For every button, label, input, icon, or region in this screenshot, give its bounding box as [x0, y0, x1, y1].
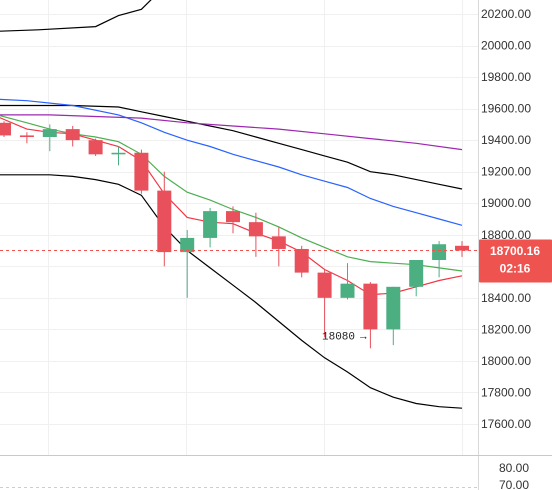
candle-body — [88, 140, 103, 155]
price-tick-label: 17600.00 — [481, 417, 531, 431]
indicator-line — [0, 114, 463, 151]
indicator-line — [0, 98, 463, 226]
candle-body — [340, 283, 355, 298]
price-tick-label: 18200.00 — [481, 322, 531, 336]
candle-body — [19, 135, 34, 137]
candle-body — [42, 129, 57, 137]
last-price-value: 18700.16 — [490, 244, 540, 258]
arrow-right-icon: → — [360, 331, 367, 343]
candle-body — [157, 190, 172, 253]
candle-body — [363, 283, 378, 330]
candle-body — [226, 211, 240, 223]
candle-body — [317, 272, 332, 298]
indicator-lines — [0, 0, 463, 409]
candle-body — [432, 244, 447, 260]
price-tick-label: 19400.00 — [481, 133, 531, 147]
price-tick-label: 18000.00 — [481, 354, 531, 368]
low-annotation: 18080 → — [322, 331, 367, 343]
candle-body — [294, 248, 309, 273]
price-tick-label: 18800.00 — [481, 228, 531, 242]
candle-body — [134, 152, 149, 191]
low-annotation-value: 18080 — [322, 331, 355, 343]
price-tick-label: 19600.00 — [481, 102, 531, 116]
indicator-line — [0, 174, 463, 409]
indicator-tick-label: 80.00 — [499, 461, 529, 475]
indicator-axis[interactable]: 80.00 70.00 — [0, 461, 529, 490]
price-tick-label: 19800.00 — [481, 70, 531, 84]
price-tick-label: 20200.00 — [481, 7, 531, 21]
price-tick-label: 17800.00 — [481, 385, 531, 399]
indicator-tick-label: 70.00 — [499, 478, 529, 490]
price-tick-label: 18400.00 — [481, 291, 531, 305]
candle-body — [455, 245, 469, 251]
price-tick-label: 19200.00 — [481, 165, 531, 179]
indicator-line — [0, 104, 463, 190]
candle-body — [409, 260, 424, 287]
price-tick-label: 19000.00 — [481, 196, 531, 210]
candle-body — [65, 129, 80, 141]
candle-body — [271, 236, 286, 249]
candles — [0, 121, 469, 349]
candle-body — [180, 237, 195, 253]
candle-body — [203, 211, 218, 238]
indicator-line — [0, 0, 152, 32]
price-axis[interactable]: 20200.00 20000.00 19800.00 19600.00 19400.00… — [481, 7, 531, 431]
candle-body — [248, 222, 263, 237]
grid-lines — [0, 0, 478, 455]
price-tick-label: 20000.00 — [481, 39, 531, 53]
last-price-label: 18700.16 02:16 — [479, 239, 552, 283]
candle-body — [111, 152, 126, 155]
candle-countdown: 02:16 — [500, 262, 531, 276]
candle-body — [0, 122, 11, 136]
candle-body — [386, 286, 401, 330]
